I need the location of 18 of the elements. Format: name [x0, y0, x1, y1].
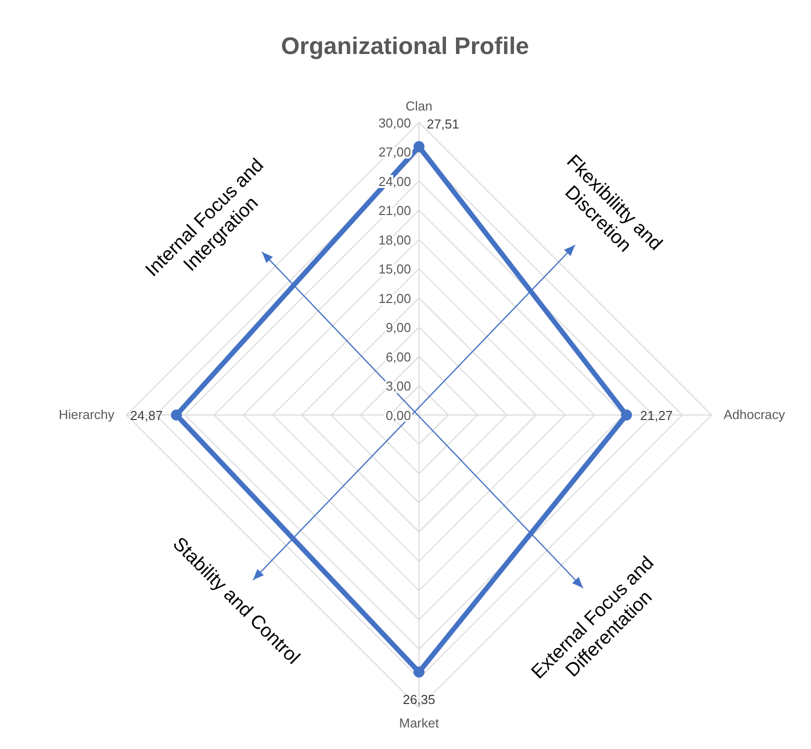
y-tick-label: 6,00 [386, 349, 411, 364]
spoke-label: Hierarchy [58, 407, 115, 422]
data-label: 26,35 [402, 692, 436, 707]
y-tick-label: 0,00 [386, 408, 411, 423]
data-label: 27,51 [426, 116, 460, 132]
chart-title: Organizational Profile [280, 33, 530, 60]
spoke-label: Clan [406, 98, 432, 114]
y-tick-label: 15,00 [378, 262, 411, 277]
spoke-label: Adhocracy [724, 407, 786, 422]
y-tick-label: 18,00 [378, 232, 411, 248]
data-label: 24,87 [130, 408, 163, 423]
y-tick-label: 30,00 [378, 115, 411, 130]
y-tick-label: 21,00 [378, 203, 411, 218]
spoke-label: Market [399, 716, 440, 731]
y-tick-label: 12,00 [378, 290, 411, 306]
y-tick-label: 27,00 [378, 144, 411, 160]
data-label: 21,27 [640, 408, 673, 423]
y-tick-label: 9,00 [386, 320, 411, 336]
